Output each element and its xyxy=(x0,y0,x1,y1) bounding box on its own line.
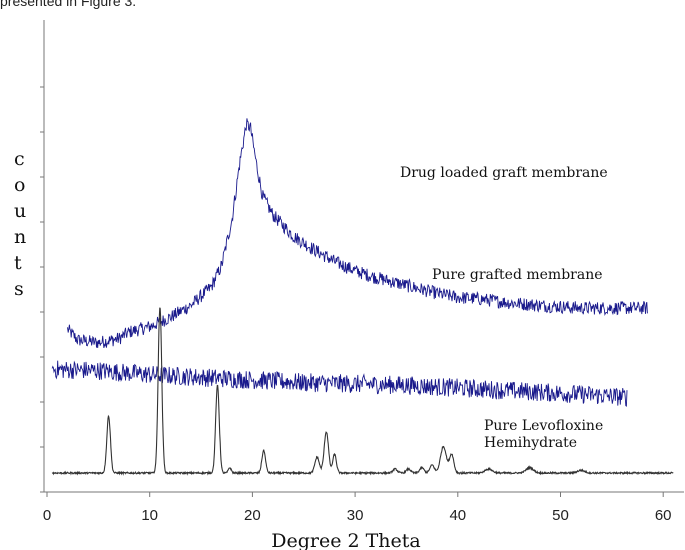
y-ticks xyxy=(40,86,44,493)
plot-area: 0 10 20 30 40 50 60 xyxy=(40,20,684,524)
x-tick-label: 30 xyxy=(347,507,364,524)
series-line-0 xyxy=(67,118,648,349)
x-tick-label: 50 xyxy=(552,507,569,524)
legend-pure-grafted: Pure grafted membrane xyxy=(432,267,603,283)
x-tick-label: 20 xyxy=(244,507,261,524)
series-line-2 xyxy=(51,307,674,476)
x-tick-label: 10 xyxy=(141,507,158,524)
series-layer xyxy=(51,118,674,476)
caption-fragment: presented in Figure 3. xyxy=(0,0,136,9)
x-ticks: 0 10 20 30 40 50 60 xyxy=(43,492,672,524)
x-axis-label: Degree 2 Theta xyxy=(271,530,421,550)
legend-levofloxine-line2: Hemihydrate xyxy=(484,435,577,451)
legend-drug-loaded: Drug loaded graft membrane xyxy=(400,165,608,181)
legend-levofloxine-line1: Pure Levofloxine xyxy=(484,418,603,434)
series-line-1 xyxy=(51,360,628,407)
x-tick-label: 60 xyxy=(655,507,672,524)
x-tick-label: 0 xyxy=(43,507,51,524)
x-tick-label: 40 xyxy=(449,507,466,524)
